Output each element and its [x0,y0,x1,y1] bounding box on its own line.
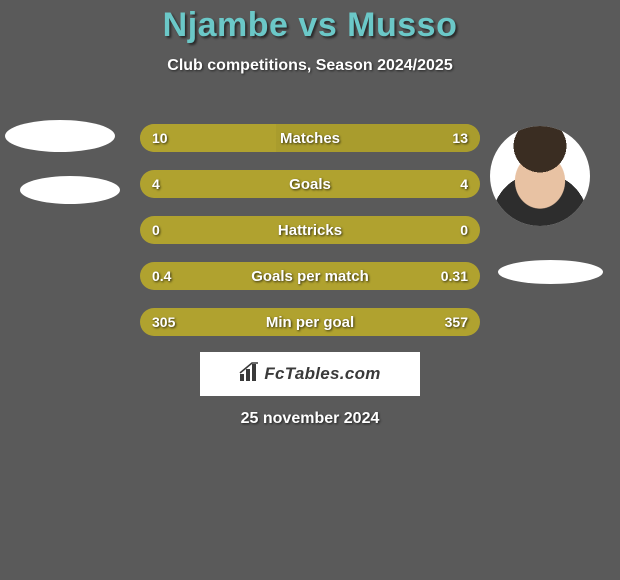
page-subtitle: Club competitions, Season 2024/2025 [0,57,620,75]
brand-box: FcTables.com [200,352,420,396]
stat-label: Min per goal [140,308,480,336]
stat-row: 305357Min per goal [140,308,480,336]
brand-text: FcTables.com [264,364,380,384]
stat-label: Goals [140,170,480,198]
player-right-avatar-bottom [498,260,603,284]
footer-date: 25 november 2024 [0,410,620,428]
stat-label: Hattricks [140,216,480,244]
player-right-photo [490,126,590,226]
stat-row: 00Hattricks [140,216,480,244]
stat-row: 1013Matches [140,124,480,152]
player-left-avatar-top [5,120,115,152]
player-right-avatar [490,126,590,226]
comparison-card: Njambe vs Musso Club competitions, Seaso… [0,0,620,580]
brand-bars-icon [239,362,261,387]
player-left-avatar-bottom [20,176,120,204]
stat-row: 0.40.31Goals per match [140,262,480,290]
stat-label: Matches [140,124,480,152]
stat-label: Goals per match [140,262,480,290]
stat-row: 44Goals [140,170,480,198]
page-title: Njambe vs Musso [0,0,620,45]
stat-bars: 1013Matches 44Goals 00Hattricks 0.40.31Goal… [140,124,480,354]
